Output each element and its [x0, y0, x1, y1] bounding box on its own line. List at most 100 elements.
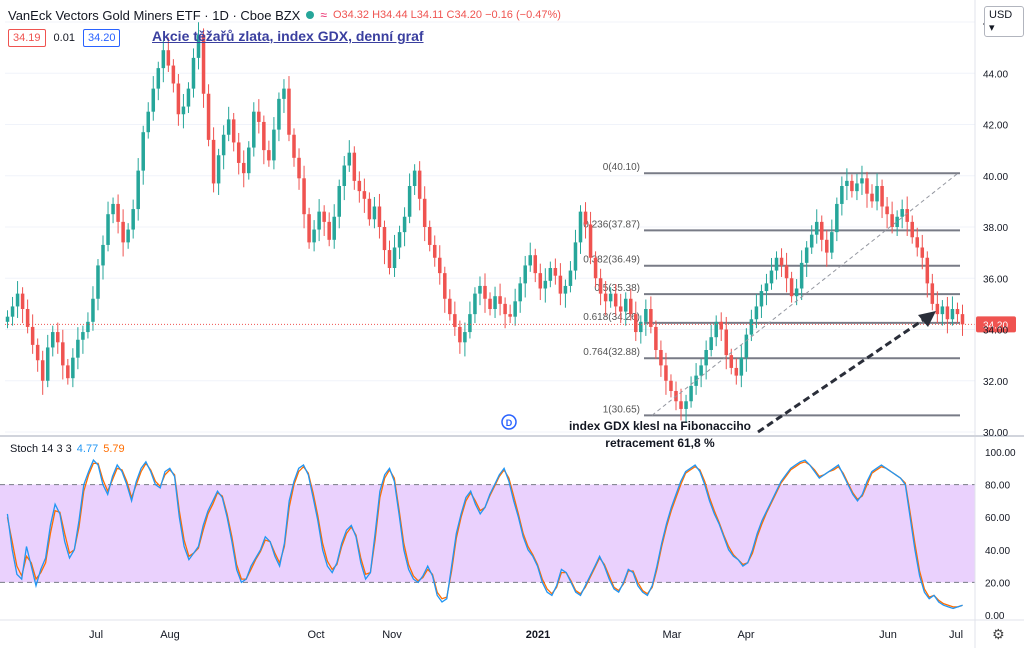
- candle-body: [121, 221, 125, 243]
- candle-body: [181, 106, 186, 115]
- candle-body: [814, 221, 819, 235]
- candle-body: [538, 273, 543, 289]
- candle-body: [35, 344, 40, 361]
- candle-body: [714, 321, 718, 338]
- candle-body: [744, 334, 749, 358]
- candle-body: [81, 332, 85, 340]
- candle-body: [644, 309, 648, 322]
- candle-body: [940, 306, 945, 315]
- candle-body: [960, 314, 965, 325]
- candle-body: [478, 285, 482, 294]
- candle-body: [885, 206, 889, 215]
- candle-body: [704, 350, 708, 366]
- price-tick-label: 40.00: [983, 172, 1008, 183]
- stoch-tick-label: 0.00: [985, 611, 1005, 622]
- candle-body: [679, 401, 683, 409]
- candle-body: [231, 119, 236, 143]
- change-value: −0.16 (−0.47%): [485, 9, 561, 21]
- stoch-d-value: 5.79: [103, 443, 125, 455]
- candle-body: [367, 198, 372, 220]
- candle-body: [493, 296, 497, 309]
- stoch-k-line: [6, 458, 963, 610]
- time-tick-label: Mar: [663, 629, 682, 641]
- candle-body: [357, 180, 362, 192]
- candle-body: [40, 360, 45, 381]
- price-tick-label: 44.00: [983, 69, 1008, 80]
- stoch-tick-label: 60.00: [985, 513, 1010, 524]
- candle-body: [407, 186, 412, 217]
- candle-body: [925, 257, 930, 284]
- candle-body: [111, 203, 115, 215]
- candle-body: [583, 211, 588, 225]
- dividend-marker: [501, 414, 517, 430]
- candle-body: [71, 357, 75, 379]
- candle-body: [518, 283, 522, 302]
- candle-body: [347, 152, 352, 166]
- currency-label: USD: [989, 9, 1013, 21]
- bid-price[interactable]: 34.19: [8, 29, 46, 47]
- candle-body: [257, 111, 261, 122]
- candle-body: [724, 329, 729, 356]
- stoch-lines: [6, 458, 963, 610]
- ask-price[interactable]: 34.20: [82, 29, 121, 47]
- candle-body: [267, 150, 271, 161]
- fib-level-label: 0.382(36.49): [583, 255, 640, 266]
- candle-body: [412, 170, 417, 186]
- candle-body: [171, 65, 176, 84]
- close-value: C34.20: [446, 9, 483, 21]
- candle-body: [86, 321, 90, 333]
- stoch-tick-label: 80.00: [985, 481, 1010, 492]
- stoch-k-value: 4.77: [76, 443, 99, 455]
- candle-body: [709, 337, 713, 350]
- candle-body: [950, 309, 955, 320]
- candle-body: [25, 309, 30, 327]
- candle-body: [211, 139, 216, 184]
- stoch-legend[interactable]: Stoch 14 3 3 4.77 5.79: [10, 443, 125, 455]
- candle-body: [719, 321, 723, 330]
- ohlc-readout: O34.32 H34.44 L34.11 C34.20 −0.16 (−0.47…: [333, 9, 561, 21]
- candle-body: [850, 180, 854, 192]
- chart-title: Akcie těžařů zlata, index GDX, denní gra…: [152, 28, 424, 44]
- price-tick-label: 36.00: [983, 274, 1008, 285]
- currency-select[interactable]: USD ▾: [984, 6, 1024, 37]
- candle-body: [749, 319, 754, 335]
- price-tick-label: 42.00: [983, 121, 1008, 132]
- candle-body: [241, 162, 246, 174]
- candle-body: [226, 119, 231, 135]
- candle-body: [61, 342, 65, 366]
- symbol-title[interactable]: VanEck Vectors Gold Miners ETF · 1D · Cb…: [8, 7, 301, 23]
- annotation-arrow-head: [918, 311, 936, 327]
- candle-body: [50, 332, 55, 348]
- stoch-tick-label: 40.00: [985, 546, 1010, 557]
- candle-body: [654, 326, 658, 350]
- candle-body: [649, 309, 653, 327]
- fib-trend-line: [651, 172, 959, 416]
- candle-body: [66, 365, 70, 379]
- candle-body: [578, 211, 583, 243]
- compare-wave-icon[interactable]: ≈: [320, 8, 327, 22]
- candle-body: [468, 314, 472, 333]
- candle-body: [759, 291, 764, 307]
- candle-body: [221, 134, 226, 156]
- candle-body: [236, 142, 241, 163]
- candle-body: [327, 221, 331, 240]
- candle-body: [503, 303, 507, 315]
- candle-body: [136, 170, 140, 210]
- candle-body: [659, 350, 663, 366]
- candle-body: [905, 209, 909, 222]
- candle-body: [563, 285, 568, 294]
- price-candles: 34.20: [5, 22, 1016, 424]
- candle-body: [151, 88, 156, 112]
- candle-body: [463, 332, 467, 343]
- candle-body: [634, 314, 638, 333]
- candle-body: [402, 216, 407, 233]
- annotation-text: index GDX klesl na Fibonacciho retraceme…: [550, 418, 770, 452]
- candle-body: [774, 257, 779, 271]
- gear-icon[interactable]: ⚙: [992, 626, 1005, 642]
- candle-body: [247, 147, 251, 174]
- candle-body: [573, 242, 578, 271]
- candle-body: [855, 183, 859, 192]
- candle-body: [282, 88, 286, 99]
- candle-body: [443, 273, 447, 299]
